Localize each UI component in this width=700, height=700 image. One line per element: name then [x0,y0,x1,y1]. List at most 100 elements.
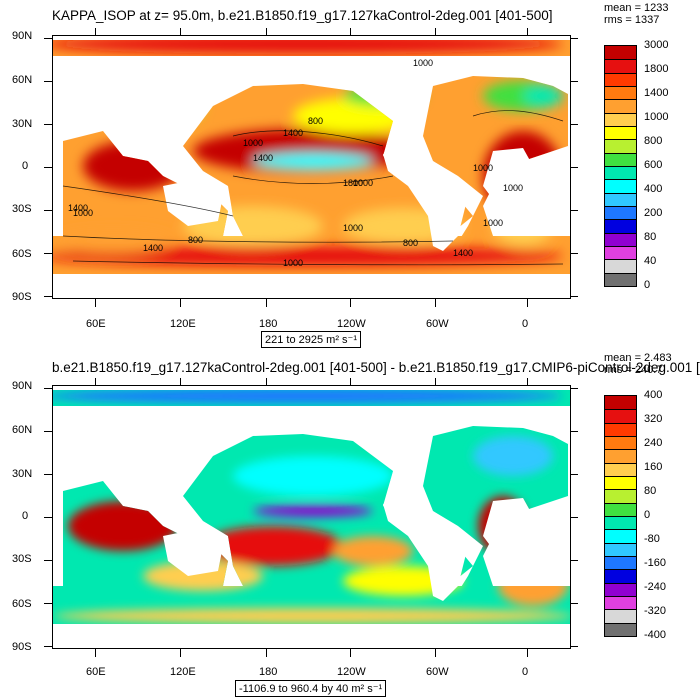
axis-tick [570,431,578,432]
lon-label-0: 0 [522,318,529,330]
axis-tick [350,378,351,385]
axis-tick [95,28,96,35]
colorbar-label: -240 [644,581,667,593]
contour-label: 1000 [343,223,363,233]
axis-tick [44,253,52,254]
colorbar-cell [605,206,636,220]
axis-tick [435,299,436,307]
axis-tick [570,560,578,561]
colorbar-label: -160 [644,557,667,569]
colorbar-label: 400 [644,183,663,195]
top-mean-stat: mean = 1233 [604,2,669,14]
colorbar-label: -400 [644,629,667,641]
colorbar-label: 40 [644,255,657,267]
colorbar-label: 200 [644,207,663,219]
colorbar-cell [605,152,636,166]
colorbar-cell [605,569,636,583]
axis-tick [180,299,181,307]
bottom-range-box: -1106.9 to 960.4 by 40 m² s⁻¹ [235,680,387,697]
contour-label: 1000 [353,178,373,188]
lon-label-180-bottom: 180 [259,666,278,678]
colorbar-cell [605,179,636,193]
lon-label-120e: 120E [170,318,196,330]
axis-tick [44,296,52,297]
contour-label: 1000 [473,163,493,173]
colorbar-cell [605,502,636,516]
axis-tick [570,81,578,82]
contour-label: 1400 [68,203,88,213]
axis-tick [570,210,578,211]
colorbar-label: 240 [644,437,663,449]
colorbar-cell [605,126,636,140]
colorbar-cell [605,232,636,246]
axis-tick [527,649,528,657]
contour-label: 1400 [453,248,473,258]
colorbar-cell [605,166,636,180]
colorbar-label: 1800 [644,63,669,75]
colorbar-cell [605,596,636,610]
bottom-plot-title: b.e21.B1850.f19_g17.127kaControl-2deg.00… [52,360,700,375]
colorbar-cell [605,192,636,206]
colorbar-cell [605,489,636,503]
colorbar-label: 80 [644,485,657,497]
top-map: 800 1000 1400 1000 1400 1000 1000 1400 1… [52,35,571,299]
bottom-rms-stat: rms = 240.7 [604,364,663,376]
colorbar-label: 0 [644,279,651,291]
lat-label-90n: 90N [12,30,33,42]
colorbar-label: 400 [644,389,663,401]
contour-label: 1400 [283,128,303,138]
lat-label-30n: 30N [12,118,33,130]
colorbar-cell [605,219,636,233]
axis-tick [350,649,351,657]
axis-tick [350,28,351,35]
axis-tick [180,649,181,657]
axis-tick [44,124,52,125]
top-plot-title: KAPPA_ISOP at z= 95.0m, b.e21.B1850.f19_… [52,8,553,23]
axis-tick [570,646,578,647]
axis-tick [266,299,267,307]
colorbar-cell [605,86,636,100]
axis-tick [266,28,267,35]
contour-label: 1400 [143,243,163,253]
contour-label: 1000 [283,258,303,268]
colorbar-cell [605,46,636,60]
colorbar-cell [605,582,636,596]
axis-tick [180,378,181,385]
axis-tick [527,28,528,35]
contour-label: 1000 [483,218,503,228]
axis-tick [435,28,436,35]
lat-label-60s: 60S [12,248,32,260]
lat-label-90n-bottom: 90N [12,380,33,392]
lon-label-60e: 60E [86,318,106,330]
colorbar-cell [605,139,636,153]
colorbar-cell [605,556,636,570]
axis-tick [44,38,52,39]
axis-tick [44,388,52,389]
contour-label: 800 [188,235,203,245]
colorbar-cell [605,59,636,73]
colorbar-label: 320 [644,413,663,425]
axis-tick [570,38,578,39]
axis-tick [570,253,578,254]
colorbar-label: 160 [644,461,663,473]
axis-tick [570,517,578,518]
lon-label-120w-bottom: 120W [337,666,366,678]
axis-tick [435,378,436,385]
bottom-mean-stat: mean = 2.483 [604,352,672,364]
colorbar-cell [605,516,636,530]
colorbar-label: 1400 [644,87,669,99]
axis-tick [266,649,267,657]
colorbar-cell [605,436,636,450]
contour-label: 1800 [343,178,363,188]
lon-label-120e-bottom: 120E [170,666,196,678]
lon-label-180: 180 [259,318,278,330]
colorbar-cell [605,609,636,623]
top-range-box: 221 to 2925 m² s⁻¹ [261,331,362,348]
lon-label-60w-bottom: 60W [426,666,449,678]
colorbar-cell [605,542,636,556]
lat-label-60n-bottom: 60N [12,424,33,436]
axis-tick [527,378,528,385]
colorbar-cell [605,396,636,410]
lon-label-60e-bottom: 60E [86,666,106,678]
axis-tick [95,378,96,385]
